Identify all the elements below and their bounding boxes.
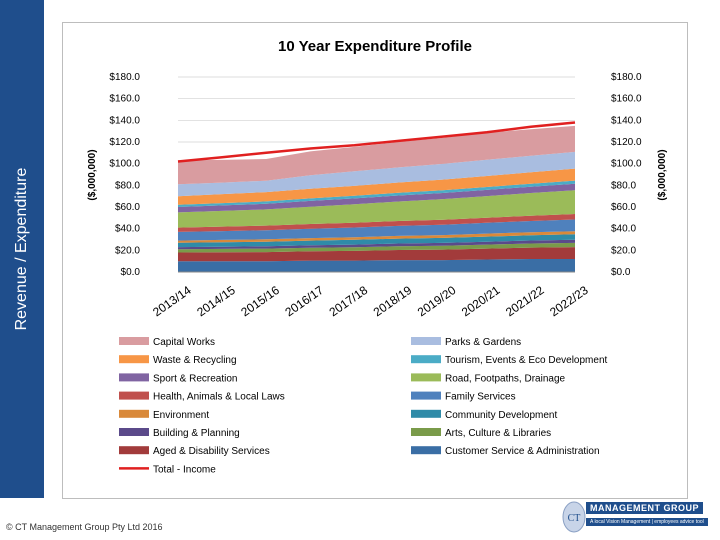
company-logo: CT MANAGEMENT GROUP A local Vision Manag… [560, 500, 720, 540]
legend-swatch [411, 373, 441, 382]
area-series-6 [178, 231, 575, 243]
legend-label: Tourism, Events & Eco Development [445, 355, 608, 366]
x-tick-label: 2013/14 [150, 283, 194, 320]
y-axis-label-right: ($,000,000) [657, 149, 668, 200]
side-title: Revenue / Expenditure [13, 167, 30, 331]
y-tick-label-left: $180.0 [109, 72, 140, 83]
y-tick-label-left: $100.0 [109, 159, 140, 170]
y-tick-label-left: $40.0 [115, 224, 140, 235]
area-series-11 [178, 180, 575, 207]
chart-title: 10 Year Expenditure Profile [278, 38, 472, 55]
y-tick-label-right: $140.0 [611, 115, 642, 126]
legend-swatch [411, 409, 441, 418]
area-series-10 [178, 183, 575, 213]
area-series-9 [178, 190, 575, 228]
legend-label: Health, Animals & Local Laws [153, 392, 285, 403]
y-tick-label-right: $40.0 [611, 224, 636, 235]
legend-swatch [119, 373, 149, 382]
y-tick-label-right: $80.0 [611, 180, 636, 191]
legend-label: Arts, Culture & Libraries [445, 428, 551, 439]
area-series-5 [178, 234, 575, 248]
x-tick-label: 2019/20 [415, 283, 459, 320]
legend-swatch [411, 391, 441, 400]
legend-label: Road, Footpaths, Drainage [445, 373, 566, 384]
legend-swatch [411, 337, 441, 345]
area-series-14 [178, 125, 575, 185]
y-tick-label-right: $60.0 [611, 202, 636, 213]
legend-label: Parks & Gardens [445, 337, 521, 348]
area-series-7 [178, 219, 575, 241]
logo-mark-icon: CT [562, 501, 586, 533]
y-tick-label-right: $160.0 [611, 94, 642, 105]
legend-swatch [119, 446, 149, 455]
y-tick-label-left: $140.0 [109, 115, 140, 126]
area-series-2 [178, 247, 575, 262]
chart-frame: 10 Year Expenditure Profile $0.0 $0.0 $20.0… [62, 22, 688, 499]
legend-swatch [411, 446, 441, 455]
x-tick-label: 2017/18 [327, 283, 371, 320]
logo-mark-letter: CT [568, 513, 581, 524]
legend-swatch [411, 428, 441, 436]
x-tick-label: 2021/22 [503, 283, 547, 320]
area-series-12 [178, 168, 575, 205]
legend-label: Waste & Recycling [153, 355, 237, 366]
logo-tagline: A local Vision Management | employees ad… [586, 518, 708, 526]
y-tick-label-right: $0.0 [611, 267, 631, 278]
x-tick-label: 2018/19 [371, 283, 415, 320]
y-tick-label-left: $20.0 [115, 245, 140, 256]
y-tick-label-right: $180.0 [611, 72, 642, 83]
y-tick-label-right: $120.0 [611, 137, 642, 148]
legend-label: Building & Planning [153, 428, 240, 439]
legend-swatch [119, 337, 149, 345]
area-series-1 [178, 259, 575, 272]
legend-label: Customer Service & Administration [445, 446, 600, 457]
y-tick-label-left: $60.0 [115, 202, 140, 213]
expenditure-chart: 10 Year Expenditure Profile $0.0 $0.0 $20.0… [87, 38, 668, 475]
area-series-8 [178, 214, 575, 232]
y-tick-label-left: $160.0 [109, 94, 140, 105]
legend-label: Family Services [445, 392, 516, 403]
x-tick-label: 2022/23 [547, 283, 591, 320]
y-tick-label-left: $0.0 [121, 267, 141, 278]
logo-name: MANAGEMENT GROUP [586, 502, 703, 514]
legend-label: Aged & Disability Services [153, 446, 270, 457]
area-series-3 [178, 242, 575, 253]
legend-label: Environment [153, 410, 209, 421]
legend-swatch [119, 391, 149, 400]
x-tick-label: 2016/17 [282, 283, 326, 320]
line-total-income [177, 121, 576, 163]
y-tick-label-right: $20.0 [611, 245, 636, 256]
copyright-text: © CT Management Group Pty Ltd 2016 [6, 522, 163, 532]
side-bar: Revenue / Expenditure [0, 0, 44, 498]
y-axis-label-left: ($,000,000) [87, 149, 98, 200]
y-tick-label-right: $100.0 [611, 159, 642, 170]
x-tick-label: 2015/16 [238, 283, 282, 320]
legend-label: Total - Income [153, 464, 216, 475]
legend-label: Community Development [445, 410, 557, 421]
legend-label: Sport & Recreation [153, 373, 238, 384]
legend-swatch [411, 355, 441, 364]
y-tick-label-left: $120.0 [109, 137, 140, 148]
area-series-4 [178, 239, 575, 250]
legend-swatch [119, 355, 149, 364]
legend-label: Capital Works [153, 337, 215, 348]
area-series-13 [178, 151, 575, 197]
legend-swatch [119, 409, 149, 418]
legend-swatch [119, 428, 149, 436]
y-tick-label-left: $80.0 [115, 180, 140, 191]
x-tick-label: 2020/21 [459, 283, 503, 320]
x-tick-label: 2014/15 [194, 283, 238, 320]
